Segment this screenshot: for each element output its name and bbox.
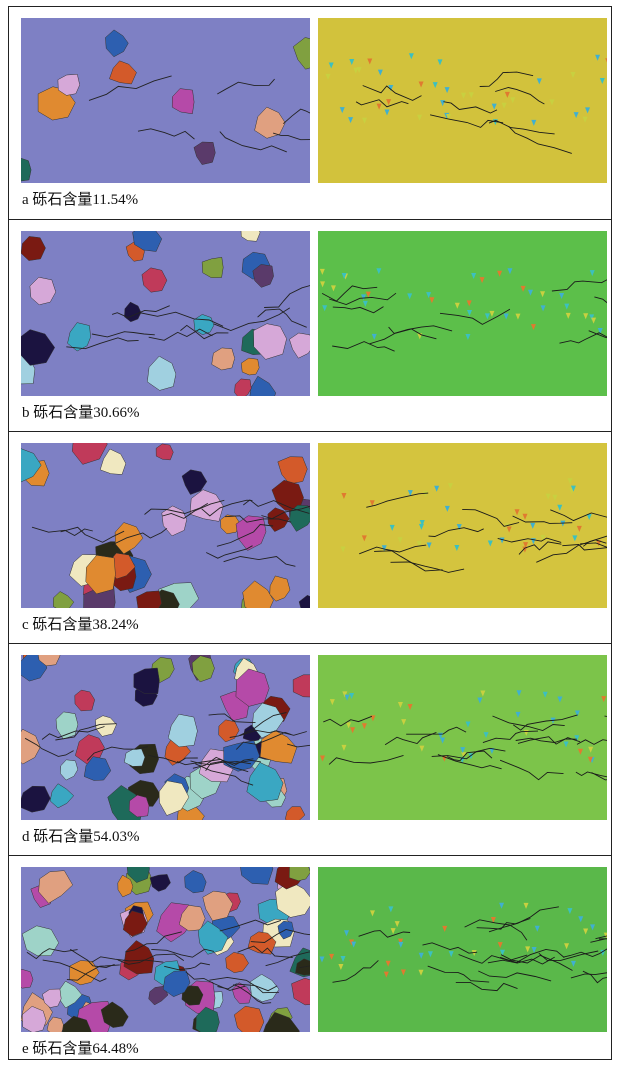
- stress-map: [318, 231, 607, 396]
- figure: a 砾石含量11.54% b 砾石含量30.66% c 砾石含量38.24% d 砾石…: [8, 6, 612, 1060]
- figure-row: d 砾石含量54.03%: [9, 643, 611, 856]
- caption: b 砾石含量30.66%: [22, 401, 140, 422]
- figure-row: a 砾石含量11.54%: [9, 7, 611, 219]
- stress-map: [318, 18, 607, 183]
- gravel-model: [21, 231, 310, 396]
- field: [318, 443, 607, 608]
- field: [318, 18, 607, 183]
- caption: a 砾石含量11.54%: [22, 188, 138, 209]
- figure-row: c 砾石含量38.24%: [9, 431, 611, 644]
- stress-map: [318, 867, 607, 1032]
- stress-map: [318, 443, 607, 608]
- gravel-model: [21, 867, 310, 1032]
- gravel-model: [21, 443, 310, 608]
- caption: d 砾石含量54.03%: [22, 825, 140, 846]
- caption: c 砾石含量38.24%: [22, 613, 139, 634]
- field: [318, 655, 607, 820]
- caption: e 砾石含量64.48%: [22, 1037, 139, 1058]
- gravel-model: [21, 655, 310, 820]
- field: [318, 231, 607, 396]
- figure-row: e 砾石含量64.48%: [9, 855, 611, 1068]
- gravel-model: [21, 18, 310, 183]
- gravel: [156, 444, 173, 460]
- stress-map: [318, 655, 607, 820]
- figure-row: b 砾石含量30.66%: [9, 219, 611, 432]
